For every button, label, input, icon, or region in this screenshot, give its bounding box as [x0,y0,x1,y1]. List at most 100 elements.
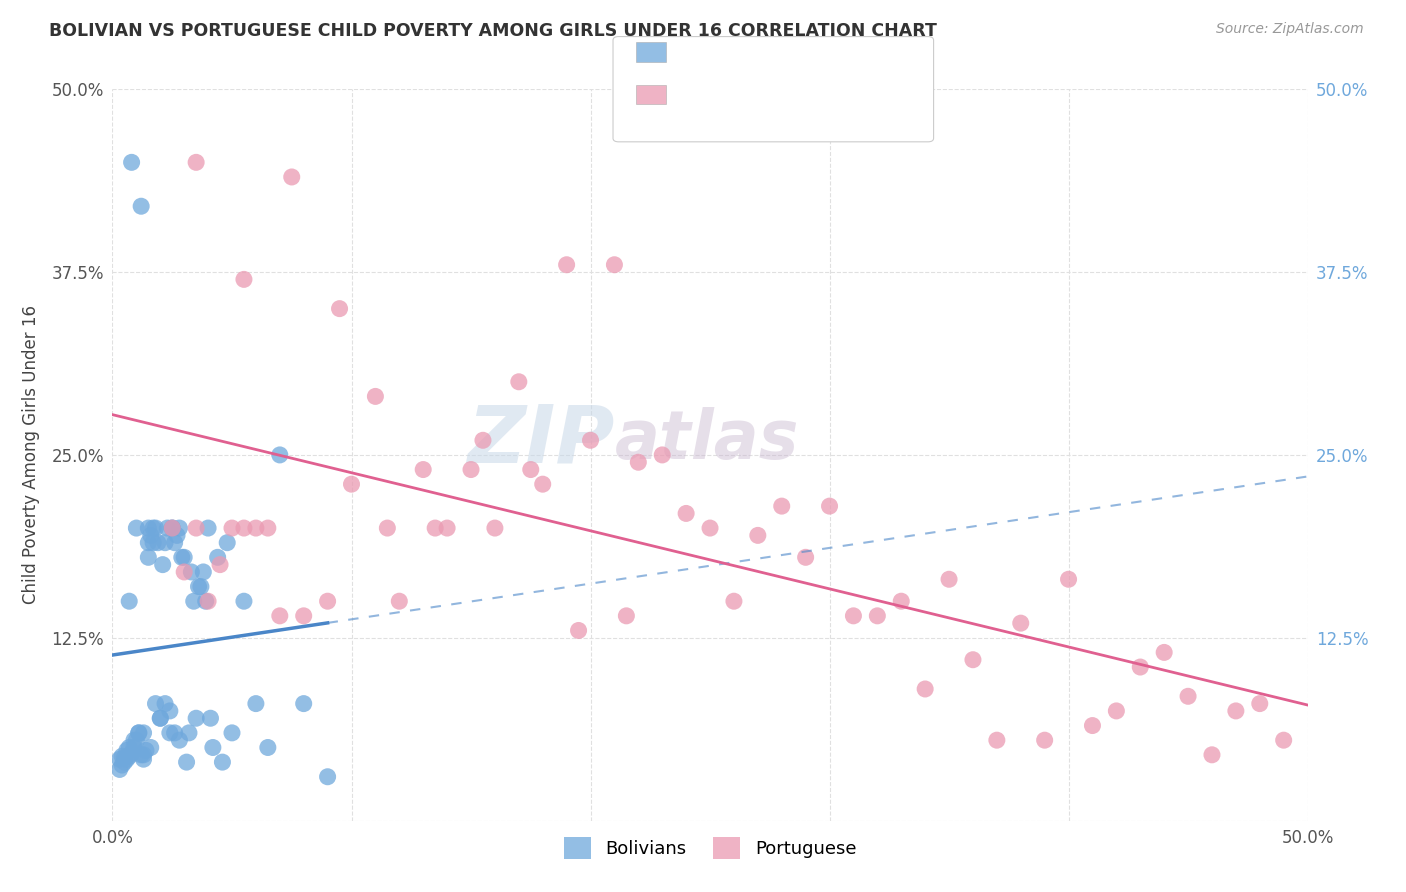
Point [627,455,650,469]
Point [173,565,195,579]
Point [162,521,183,535]
Point [138,521,160,535]
Point [170,550,193,565]
Point [962,653,984,667]
Point [115,752,138,766]
Point [142,521,165,535]
Point [169,521,191,535]
Point [132,726,155,740]
Point [221,726,243,740]
Text: 74: 74 [839,51,865,69]
Point [723,594,745,608]
Point [118,749,141,764]
Text: ZIP: ZIP [467,401,614,479]
Point [180,565,202,579]
Point [129,747,152,762]
Point [316,594,339,608]
Text: 0.056: 0.056 [727,94,783,112]
Point [292,608,315,623]
Point [555,258,578,272]
Point [211,755,233,769]
Point [162,521,183,535]
Point [145,697,167,711]
Point [221,521,243,535]
Point [121,155,143,169]
Point [217,535,239,549]
Point [425,521,447,535]
Point [190,580,212,594]
Point [1201,747,1223,762]
Point [152,558,174,572]
Point [986,733,1008,747]
Point [125,733,148,747]
Point [257,740,280,755]
Point [142,535,165,549]
Point [153,697,176,711]
Point [1129,660,1152,674]
Point [122,740,145,755]
Point [149,711,172,725]
Text: N =: N = [786,51,838,69]
Point [388,594,411,608]
Point [108,752,131,766]
Point [138,550,160,565]
Point [1105,704,1128,718]
Point [156,521,179,535]
Text: atlas: atlas [614,408,799,474]
Point [603,258,626,272]
Point [139,740,162,755]
Point [377,521,399,535]
Point [118,594,141,608]
Point [209,558,232,572]
Point [186,521,208,535]
Point [108,763,131,777]
Point [245,697,267,711]
Point [484,521,506,535]
Point [329,301,352,316]
Point [162,521,183,535]
Text: R =: R = [681,51,720,69]
Point [1057,572,1080,586]
Point [1272,733,1295,747]
Point [508,375,530,389]
Point [169,733,191,747]
Point [207,550,229,565]
Point [173,550,195,565]
Point [233,521,256,535]
Point [568,624,591,638]
Point [186,711,208,725]
Point [675,507,697,521]
Point [186,155,208,169]
Point [914,681,936,696]
Point [770,499,793,513]
Point [460,462,482,476]
Point [194,594,217,608]
Point [890,594,912,608]
Point [122,733,145,747]
Point [159,704,181,718]
Point [125,521,148,535]
Point [257,521,280,535]
Point [132,752,155,766]
Point [115,743,138,757]
Point [1033,733,1056,747]
Point [166,528,188,542]
Point [163,535,186,549]
Point [145,521,167,535]
Point [579,434,602,448]
Point [200,711,222,725]
Point [135,743,157,757]
Point [149,711,172,725]
Point [938,572,960,586]
Point [233,594,256,608]
Text: BOLIVIAN VS PORTUGUESE CHILD POVERTY AMONG GIRLS UNDER 16 CORRELATION CHART: BOLIVIAN VS PORTUGUESE CHILD POVERTY AMO… [49,22,936,40]
Point [651,448,673,462]
Point [197,594,219,608]
Point [1153,645,1175,659]
Point [1010,616,1032,631]
Text: 0.143: 0.143 [727,51,783,69]
Point [138,535,160,549]
Point [1249,697,1271,711]
Point [316,770,339,784]
Point [183,594,205,608]
